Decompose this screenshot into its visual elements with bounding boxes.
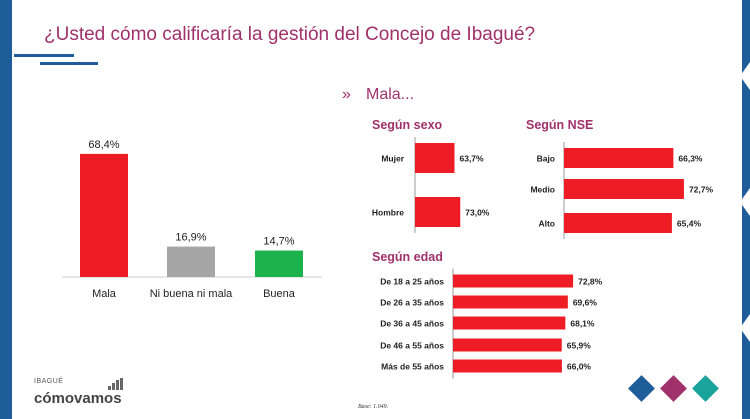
nse-bar-2 xyxy=(564,213,672,233)
edad-category-label-2: De 36 a 45 años xyxy=(380,319,444,329)
page-title: ¿Usted cómo calificaría la gestión del C… xyxy=(44,24,536,45)
edad-category-label-0: De 18 a 25 años xyxy=(380,277,444,287)
brand-city: IBAGUÉ xyxy=(34,378,64,385)
edad-value-label-4: 66,0% xyxy=(567,362,592,372)
nse-bar-0 xyxy=(564,148,674,168)
subtitle: Mala... xyxy=(366,86,415,103)
title-underline xyxy=(14,54,74,57)
edad-category-label-1: De 26 a 35 años xyxy=(380,298,444,308)
section-title-edad: Según edad xyxy=(372,250,443,264)
nse-value-label-0: 66,3% xyxy=(678,154,703,164)
bar-signal-icon xyxy=(108,378,124,390)
edad-category-label-4: Más de 55 años xyxy=(381,362,444,372)
edad-category-label-3: De 46 a 55 años xyxy=(380,341,444,351)
edad-value-label-2: 68,1% xyxy=(570,319,595,329)
nse-category-label-0: Bajo xyxy=(537,154,555,164)
main-bar-2 xyxy=(255,250,303,277)
edad-value-label-0: 72,8% xyxy=(578,277,603,287)
right-frame-notch xyxy=(740,314,750,342)
double-chevron-right-icon: » xyxy=(342,86,351,103)
edad-value-label-3: 65,9% xyxy=(567,341,592,351)
edad-value-label-1: 69,6% xyxy=(573,298,598,308)
nse-value-label-1: 72,7% xyxy=(689,185,714,195)
nse-bar-1 xyxy=(564,179,684,199)
edad-bar-0 xyxy=(453,274,574,288)
left-frame-bar xyxy=(0,0,12,419)
main-bar-0 xyxy=(80,153,128,277)
nse-value-label-2: 65,4% xyxy=(677,219,702,229)
title-underline-offset xyxy=(40,62,98,65)
sexo-category-label-0: Mujer xyxy=(381,154,404,164)
nse-category-label-2: Alto xyxy=(538,219,555,229)
main-value-label-2: 14,7% xyxy=(263,236,294,248)
brand-logo-text: cómovamos xyxy=(34,390,122,407)
main-category-label-1: Ni buena ni mala xyxy=(150,288,233,300)
main-category-label-2: Buena xyxy=(263,288,296,300)
sexo-category-label-1: Hombre xyxy=(372,208,404,218)
right-frame-notch xyxy=(740,188,750,216)
nse-category-label-1: Medio xyxy=(530,185,555,195)
right-frame-notch xyxy=(740,62,750,90)
main-bar-1 xyxy=(167,246,215,277)
edad-bar-2 xyxy=(453,316,566,330)
sexo-bar-1 xyxy=(415,197,461,227)
edad-bar-4 xyxy=(453,359,562,373)
sexo-value-label-0: 63,7% xyxy=(459,154,484,164)
section-title-nse: Según NSE xyxy=(526,118,594,132)
main-category-label-0: Mala xyxy=(92,288,117,300)
edad-bar-3 xyxy=(453,338,562,352)
section-title-sexo: Según sexo xyxy=(372,118,443,132)
sexo-value-label-1: 73,0% xyxy=(465,208,490,218)
base-note: Base: 1.049. xyxy=(358,404,389,410)
main-value-label-1: 16,9% xyxy=(175,232,206,244)
main-value-label-0: 68,4% xyxy=(88,139,119,151)
sexo-bar-0 xyxy=(415,143,455,173)
edad-bar-1 xyxy=(453,295,568,309)
